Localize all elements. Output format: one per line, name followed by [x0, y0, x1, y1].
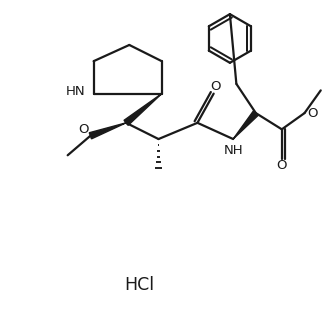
Text: NH: NH: [223, 144, 243, 157]
Text: O: O: [210, 80, 220, 93]
Text: HCl: HCl: [124, 276, 154, 294]
Polygon shape: [233, 111, 258, 139]
Text: O: O: [78, 123, 88, 137]
Text: O: O: [307, 107, 318, 119]
Polygon shape: [124, 94, 162, 125]
Text: O: O: [277, 159, 287, 172]
Polygon shape: [89, 123, 126, 139]
Text: HN: HN: [66, 85, 85, 98]
